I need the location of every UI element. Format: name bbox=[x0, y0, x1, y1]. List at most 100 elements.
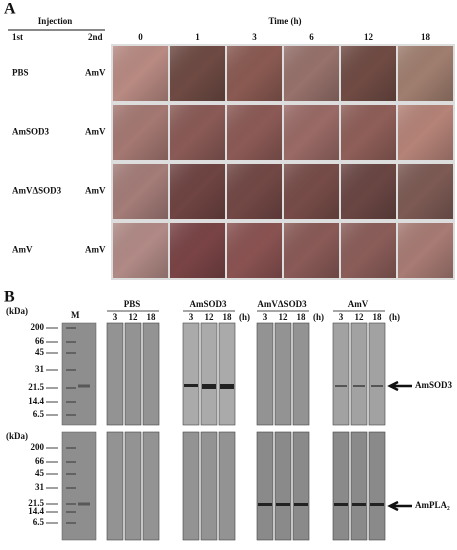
photo-shade bbox=[113, 164, 168, 219]
protein-band bbox=[334, 503, 348, 506]
panel-label: A bbox=[4, 1, 16, 18]
arrow-label: AmSOD3 bbox=[415, 380, 453, 390]
marker-band bbox=[66, 447, 76, 449]
marker-band bbox=[66, 511, 76, 513]
lane-time: 3 bbox=[113, 312, 118, 322]
marker-size: 21.5 bbox=[28, 498, 44, 508]
photo-shade bbox=[398, 105, 453, 160]
second-injection: AmV bbox=[85, 186, 106, 196]
marker-band bbox=[66, 327, 76, 329]
photo-shade bbox=[398, 223, 453, 278]
arrow bbox=[387, 500, 412, 512]
marker-band bbox=[66, 341, 76, 343]
marker-band bbox=[66, 461, 76, 463]
gel-lane bbox=[292, 322, 310, 426]
marker-size: 6.5 bbox=[33, 517, 45, 527]
time-label: 1 bbox=[195, 32, 200, 42]
injection-header: Injection bbox=[38, 16, 73, 26]
second-injection: AmV bbox=[85, 245, 106, 255]
lane-time: 12 bbox=[355, 312, 365, 322]
gel-lane bbox=[182, 431, 200, 541]
photo-shade bbox=[170, 164, 225, 219]
gel-lane bbox=[106, 431, 124, 541]
sample-band bbox=[78, 384, 90, 388]
kda-unit: (kDa) bbox=[6, 431, 28, 441]
marker-band bbox=[66, 369, 76, 371]
marker-size: 14.4 bbox=[28, 396, 44, 406]
lane-time: 3 bbox=[263, 312, 268, 322]
lane-time: 12 bbox=[129, 312, 139, 322]
lane-time: 18 bbox=[373, 312, 383, 322]
second-injection: AmV bbox=[85, 127, 106, 137]
protein-band bbox=[294, 503, 308, 506]
first-injection: AmV bbox=[12, 245, 33, 255]
hour-unit: (h) bbox=[313, 312, 324, 322]
marker-band bbox=[66, 387, 76, 389]
hour-unit: (h) bbox=[389, 312, 400, 322]
photo-shade bbox=[341, 46, 396, 101]
sample-band bbox=[78, 502, 90, 506]
row-frame bbox=[111, 103, 455, 162]
lane-time: 3 bbox=[339, 312, 344, 322]
time-label: 3 bbox=[252, 32, 257, 42]
gel-lane bbox=[332, 322, 350, 426]
marker-size: 31 bbox=[35, 482, 45, 492]
photo-shade bbox=[284, 164, 339, 219]
gel-lane bbox=[218, 431, 236, 541]
protein-band bbox=[202, 384, 216, 389]
photo-shade bbox=[170, 105, 225, 160]
gel-lane bbox=[200, 322, 218, 426]
lane-time: 18 bbox=[297, 312, 307, 322]
kda-unit: (kDa) bbox=[6, 306, 28, 316]
photo-shade bbox=[227, 164, 282, 219]
arrow-label: AmPLA₂ bbox=[415, 500, 450, 510]
group-name: AmV bbox=[348, 299, 369, 309]
gel-lane bbox=[124, 431, 142, 541]
lane-time: 18 bbox=[147, 312, 157, 322]
protein-band bbox=[352, 503, 366, 506]
first-header: 1st bbox=[12, 32, 23, 42]
hour-unit: (h) bbox=[239, 312, 250, 322]
time-label: 18 bbox=[421, 32, 431, 42]
arrow bbox=[387, 380, 412, 392]
first-injection: PBS bbox=[12, 68, 29, 78]
marker-lane-label: M bbox=[71, 310, 80, 320]
marker-size: 45 bbox=[35, 347, 45, 357]
protein-band bbox=[370, 503, 384, 506]
time-label: 0 bbox=[138, 32, 143, 42]
panel-label: B bbox=[4, 289, 15, 306]
row-frame bbox=[111, 162, 455, 221]
row-frame bbox=[111, 221, 455, 280]
gel-lane bbox=[274, 322, 292, 426]
marker-size: 21.5 bbox=[28, 382, 44, 392]
second-header: 2nd bbox=[88, 32, 103, 42]
lane-time: 3 bbox=[189, 312, 194, 322]
lane-time: 18 bbox=[223, 312, 233, 322]
marker-band bbox=[66, 401, 76, 403]
gel-lane bbox=[200, 431, 218, 541]
gel-lane bbox=[274, 431, 292, 541]
photo-shade bbox=[113, 223, 168, 278]
gel-lane bbox=[106, 322, 124, 426]
marker-band bbox=[66, 473, 76, 475]
first-injection: AmVΔSOD3 bbox=[12, 186, 62, 196]
photo-shade bbox=[227, 46, 282, 101]
gel-lane bbox=[368, 322, 386, 426]
gel-lane bbox=[332, 431, 350, 541]
photo-shade bbox=[398, 164, 453, 219]
photo-shade bbox=[398, 46, 453, 101]
time-header: Time (h) bbox=[268, 16, 301, 26]
protein-band bbox=[276, 503, 290, 506]
gel-lane bbox=[256, 322, 274, 426]
lane-time: 12 bbox=[205, 312, 215, 322]
protein-band bbox=[258, 503, 272, 506]
gel-lane bbox=[142, 431, 160, 541]
marker-band bbox=[66, 414, 76, 416]
marker-band bbox=[66, 487, 76, 489]
marker-band bbox=[66, 503, 76, 505]
protein-band bbox=[184, 384, 198, 387]
gel-lane bbox=[350, 431, 368, 541]
photo-shade bbox=[284, 223, 339, 278]
photo-shade bbox=[227, 105, 282, 160]
